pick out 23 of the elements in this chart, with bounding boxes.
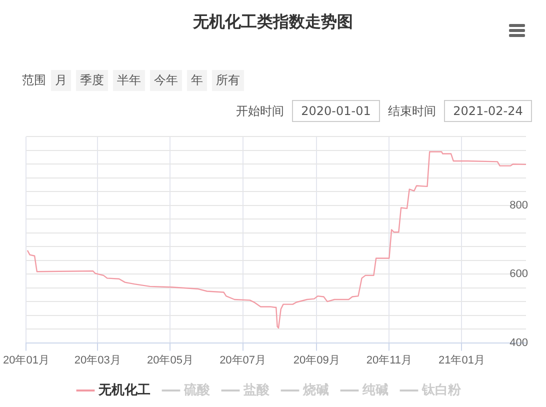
text: 年 [187,70,207,91]
chart-title: 无机化工类指数走势图 [192,12,354,33]
x-tick-label: 21年01月 [438,354,485,366]
x-tick-label: 20年09月 [293,354,340,366]
text: 2021-02-24 [444,100,532,122]
text: 半年 [113,70,145,91]
text: 月 [51,70,71,91]
text: 今年 [150,70,182,91]
text: 结束时间 [388,102,436,120]
x-tick-label: 20年01月 [2,354,50,366]
x-tick-label: 20年11月 [366,354,412,366]
x-tick-label: 20年07月 [220,354,266,366]
x-tick-label: 20年05月 [146,354,194,366]
text: 季度 [76,70,108,91]
y-tick-label: 400 [510,336,528,349]
text: 开始时间 [236,102,284,120]
text: 所有 [212,70,244,91]
y-tick-label: 600 [510,268,528,280]
x-tick-label: 20年03月 [74,354,121,366]
y-tick-label: 800 [510,199,528,212]
text: 范围 [22,72,46,89]
text: 2020-01-01 [292,100,380,122]
legend-label: 无机化工 [98,382,150,398]
